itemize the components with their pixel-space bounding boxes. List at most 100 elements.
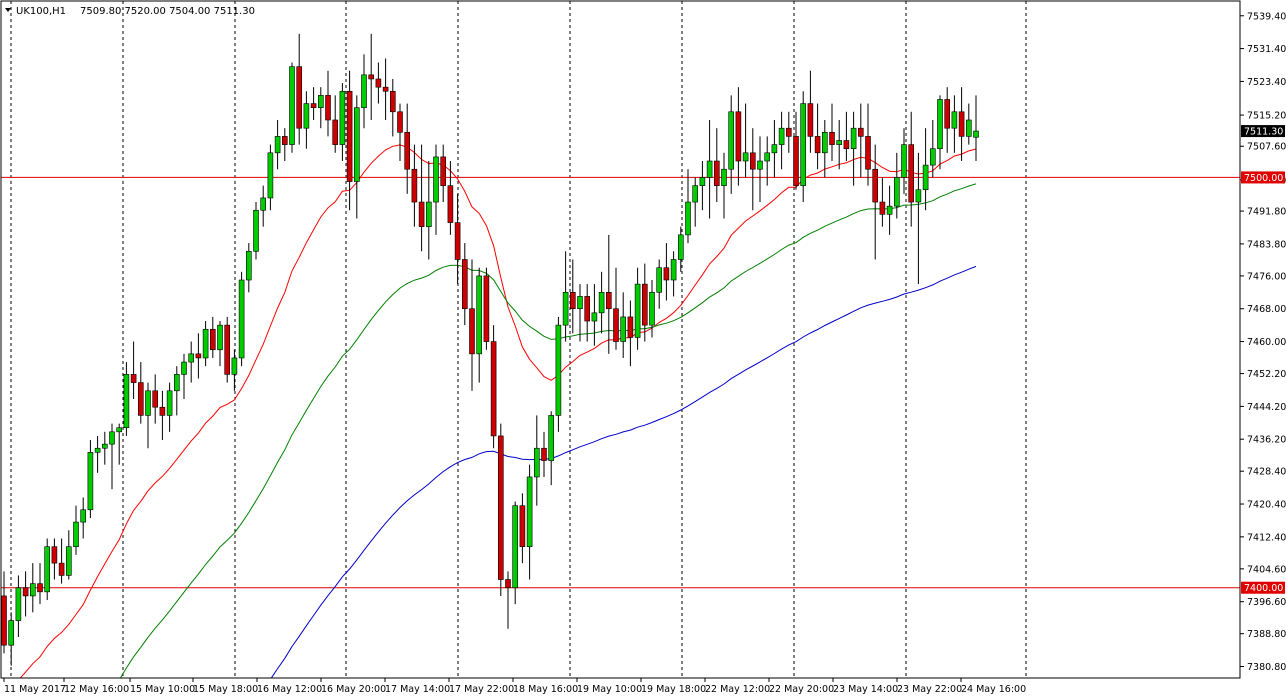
x-tick-label: 16 May 20:00 (321, 684, 386, 695)
candle-body-bull (512, 505, 519, 589)
x-tick-label: 19 May 18:00 (641, 684, 706, 695)
candle-body-bear (1, 595, 7, 646)
x-tick-label: 11 May 2017 (4, 684, 66, 695)
x-tick-label: 24 May 16:00 (961, 684, 1026, 695)
x-tick-label: 23 May 14:00 (833, 684, 898, 695)
candle-body-bear (210, 328, 216, 351)
candle (613, 267, 619, 350)
candle-body-bull (555, 324, 562, 416)
x-tick-label: 16 May 12:00 (257, 684, 322, 695)
candle (836, 119, 843, 170)
chart-header: UK100,H1 7509.80 7520.00 7504.00 7511.30 (5, 6, 255, 17)
x-tick-label: 17 May 22:00 (449, 684, 514, 695)
candle-body-bear (584, 296, 591, 322)
candle-body-bull (217, 324, 223, 351)
candle (829, 103, 835, 162)
candle (202, 321, 209, 367)
candle (814, 103, 821, 170)
candle (166, 382, 173, 432)
candle (879, 177, 886, 227)
y-tick-label: 7444.20 (1247, 402, 1286, 413)
candle (526, 464, 533, 580)
candle-body-bull (706, 160, 713, 178)
candle-body-bear (505, 579, 511, 589)
candle (217, 321, 223, 367)
candle-body-bear (605, 292, 612, 310)
candle-body-bull (66, 546, 72, 576)
candle (418, 144, 425, 252)
candle (289, 62, 295, 153)
candle-body-bear (332, 119, 339, 145)
candle (361, 54, 367, 129)
candle (425, 161, 432, 260)
candle-body-bear (440, 156, 447, 186)
candle (490, 325, 497, 449)
candle-body-bear (461, 259, 468, 310)
candle (951, 95, 958, 153)
candle (764, 136, 771, 186)
x-tick-label: 12 May 16:00 (64, 684, 129, 695)
dropdown-triangle-icon[interactable] (5, 8, 11, 12)
candle-body-bear (879, 201, 886, 215)
candle-body-bull (102, 443, 108, 449)
candle-body-bull (598, 292, 605, 314)
candle-body-bull (44, 546, 51, 593)
candle (339, 83, 346, 162)
y-tick-label: 7539.40 (1247, 11, 1286, 22)
candle-body-bear (490, 341, 497, 437)
candle (958, 87, 965, 162)
candle-body-bull (80, 509, 86, 523)
y-tick-label: 7412.40 (1247, 532, 1286, 543)
candle (454, 193, 461, 285)
grid-layer (10, 1, 1027, 678)
candle-body-bull (685, 201, 691, 236)
candle (742, 103, 749, 178)
candle (44, 538, 51, 601)
candle-body-bear (310, 103, 317, 108)
moving-averages-layer (19, 144, 977, 678)
price-level-tag (1241, 581, 1285, 594)
candle (915, 152, 922, 285)
y-tick-label: 7420.40 (1247, 500, 1286, 511)
candle (353, 95, 360, 219)
candle-body-bull (238, 279, 245, 359)
candle-body-bear (296, 66, 303, 129)
candle-body-bull (821, 131, 828, 154)
candle-body-bear (519, 505, 526, 548)
candle (965, 103, 972, 145)
candle-body-bull (87, 452, 94, 511)
candle (51, 538, 58, 580)
plot-frame (0, 0, 1241, 679)
candle (519, 493, 526, 564)
candle (274, 119, 281, 170)
x-tick-label: 18 May 16:00 (513, 684, 578, 695)
candle (296, 33, 303, 145)
candle (310, 87, 317, 120)
y-tick-label: 7483.80 (1247, 239, 1286, 250)
candle (469, 259, 475, 391)
candle-body-bull (476, 275, 483, 355)
candle (397, 103, 403, 162)
candle (73, 505, 79, 555)
candle (713, 128, 720, 203)
current-price-tag (1241, 125, 1285, 138)
candle-body-bear (375, 78, 382, 88)
candle (973, 95, 979, 162)
candle (886, 185, 893, 235)
y-tick-label: 7531.40 (1247, 44, 1286, 55)
candle (29, 563, 36, 613)
candle-body-bear (152, 390, 158, 408)
x-tick-label: 22 May 12:00 (705, 684, 770, 695)
candle (303, 91, 310, 149)
candle-body-bear (469, 308, 475, 355)
current-price-label: 7511.30 (1244, 127, 1283, 138)
y-tick-label: 7428.40 (1247, 467, 1286, 478)
candle (699, 161, 706, 211)
candle (224, 316, 230, 383)
horizontal-lines-layer (1, 176, 1240, 589)
candle (181, 353, 187, 399)
candle (627, 300, 634, 367)
